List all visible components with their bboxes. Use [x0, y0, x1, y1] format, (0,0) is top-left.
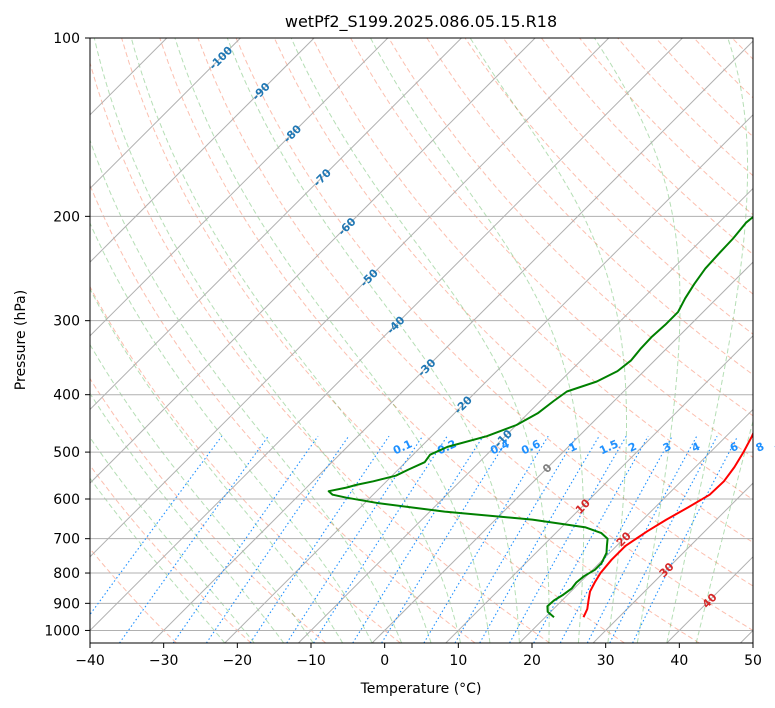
dry-adiabat [502, 38, 753, 295]
moist-adiabat [93, 38, 432, 643]
x-tick-label: 10 [449, 653, 467, 669]
isotherm-line [592, 482, 753, 643]
isotherm-line [90, 38, 315, 263]
mixing-ratio-line [559, 435, 673, 643]
isotherm-line [445, 335, 753, 643]
moist-adiabat [130, 38, 461, 643]
x-tick-label: 0 [380, 653, 389, 669]
moist-adiabat [666, 38, 749, 643]
mixing-ratio-line [609, 435, 718, 643]
y-tick-label: 600 [53, 492, 80, 508]
isotherm-line [224, 114, 753, 643]
gridlines [90, 38, 753, 631]
mixing-ratio-line [509, 435, 627, 643]
plot-area [90, 38, 753, 643]
dry-adiabat [90, 464, 252, 643]
moist-adiabat [290, 38, 550, 643]
mixing-ratio-line [632, 435, 739, 643]
mixing-ratio-line [381, 435, 511, 643]
mixing-ratio-line [533, 435, 649, 643]
mixing-ratio-line [205, 435, 350, 643]
moist-adiabat [90, 477, 226, 643]
mixing-ratio-label: 8 [754, 440, 766, 455]
moist-adiabat [174, 38, 491, 643]
isotherm-line [519, 408, 753, 643]
isotherm-line [90, 38, 536, 484]
x-tick-label: 40 [670, 653, 688, 669]
dry-adiabat [770, 38, 775, 643]
moist-adiabat [90, 287, 344, 643]
x-tick-label: −20 [223, 653, 253, 669]
dry-adiabat [311, 38, 753, 501]
isotherm-line [90, 38, 683, 632]
y-tick-label: 300 [53, 314, 80, 330]
mixing-ratio-line [172, 435, 319, 643]
y-tick-label: 400 [53, 388, 80, 404]
moist-adiabat [90, 221, 373, 643]
dry-adiabat [90, 377, 327, 643]
isotherm-line [298, 187, 753, 643]
moist-adiabat [695, 419, 753, 643]
mixing-ratio-line [454, 435, 577, 643]
y-tick-label: 100 [53, 31, 80, 47]
moist-adiabat [90, 343, 314, 643]
profile-series [327, 215, 753, 618]
adiabat-lines [90, 38, 775, 643]
mixing-ratio-line [90, 435, 223, 616]
dry-adiabat [426, 38, 753, 376]
mixing-ratio-line [352, 435, 484, 643]
moist-adiabat [594, 38, 681, 643]
dry-adiabat [235, 38, 753, 587]
mixing-ratio-line [313, 435, 448, 643]
dry-adiabat [90, 61, 551, 643]
isotherm-line [90, 38, 389, 337]
mixing-ratio-label: 10 [772, 438, 775, 456]
isotherm-line [90, 38, 241, 190]
y-tick-label: 900 [53, 596, 80, 612]
y-axis-ticks: 100 200 300 400 500 600 700 800 900 1000 [44, 31, 90, 639]
x-axis-title: Temperature (°C) [360, 681, 482, 697]
x-tick-label: −30 [149, 653, 179, 669]
temperature-profile-line [582, 431, 753, 618]
x-axis-ticks: −40 −30 −20 −10 0 10 20 30 40 50 [75, 643, 762, 669]
skewed-isotherms [90, 38, 753, 643]
isotherm-line [150, 40, 753, 643]
dewpoint-profile-line [327, 215, 753, 618]
y-tick-label: 800 [53, 566, 80, 582]
isotherm-line [371, 261, 753, 643]
moist-adiabat [370, 38, 585, 643]
dry-adiabat [121, 38, 625, 643]
moist-adiabat [226, 38, 520, 643]
mixing-ratio-line [423, 435, 549, 643]
x-tick-label: 50 [744, 653, 762, 669]
dry-adiabat [90, 183, 476, 643]
y-tick-label: 700 [53, 532, 80, 548]
moist-adiabat [469, 38, 627, 643]
chart-title: wetPf2_S199.2025.086.05.15.R18 [285, 12, 557, 32]
dry-adiabat [197, 38, 753, 631]
y-tick-label: 200 [53, 209, 80, 225]
dry-adiabat [159, 38, 700, 643]
isotherm-line [90, 38, 610, 558]
plot-frame [89, 37, 754, 644]
x-tick-label: 30 [597, 653, 615, 669]
y-tick-label: 1000 [44, 623, 80, 639]
dry-adiabat [90, 547, 177, 643]
y-tick-label: 500 [53, 445, 80, 461]
moist-adiabat [90, 436, 255, 643]
x-tick-label: 20 [523, 653, 541, 669]
isotherm-line [90, 38, 462, 411]
mixing-ratio-lines [90, 435, 739, 643]
x-tick-label: −10 [296, 653, 326, 669]
y-axis-title: Pressure (hPa) [13, 290, 29, 390]
dry-adiabat [388, 38, 753, 417]
mixing-ratio-line [479, 435, 600, 643]
x-tick-label: −40 [75, 653, 105, 669]
